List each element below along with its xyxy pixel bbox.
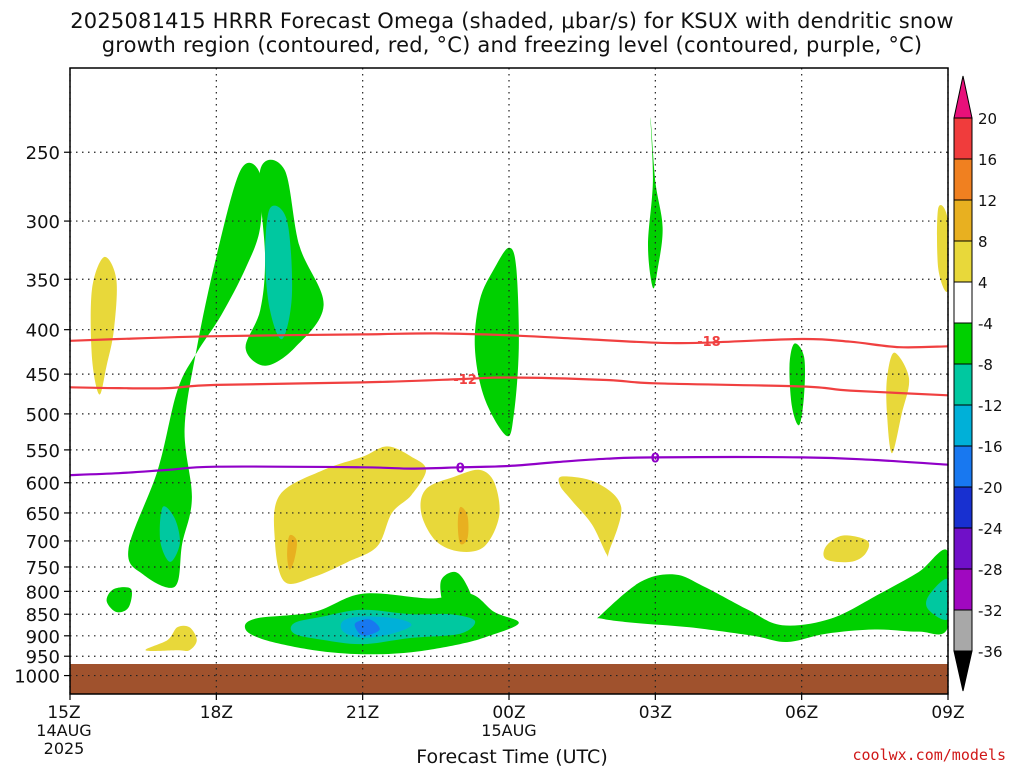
colorbar-top-arrow	[953, 75, 973, 119]
contour-label-2: 0	[456, 461, 465, 476]
colorbar-segment-5	[953, 322, 973, 365]
colorbar-segment-11	[953, 568, 973, 611]
credit-text: coolwx.com/models	[852, 746, 1006, 764]
colorbar-label-4: 4	[978, 274, 988, 292]
omega-region-14	[926, 578, 948, 620]
colorbar-segment-1	[953, 158, 973, 201]
omega-region-7	[648, 117, 663, 289]
omega-region-5	[474, 247, 519, 437]
omega-region-23	[287, 534, 297, 570]
contour-label-1: -12	[453, 373, 477, 388]
colorbar: 20 16 12 8 4 -4 -8 -12 -16 -20 -24 -28 -32 -36	[953, 75, 1003, 692]
colorbar-label-12: -32	[978, 602, 1003, 620]
colorbar-segment-8	[953, 445, 973, 488]
y-tick-label-450: 450	[26, 365, 60, 386]
y-tick-label-750: 750	[26, 558, 60, 579]
contour-line--12-1	[70, 376, 948, 397]
omega-region-13	[597, 549, 948, 643]
chart-title-line2: growth region (contoured, red, °C) and f…	[101, 33, 923, 57]
colorbar-segment-0	[953, 117, 973, 160]
colorbar-label-9: -20	[978, 479, 1003, 497]
contour-label-0: -18	[697, 335, 721, 350]
axes-layer: 2503003504004505005506006507007508008509…	[14, 67, 965, 758]
colorbar-label-0: 20	[978, 110, 997, 128]
colorbar-bottom-arrow	[953, 650, 973, 692]
omega-region-4	[106, 587, 132, 613]
colorbar-segment-4	[953, 281, 973, 324]
y-tick-label-1000: 1000	[14, 667, 60, 688]
y-tick-label-650: 650	[26, 504, 60, 525]
y-tick-label-900: 900	[26, 627, 60, 648]
x-tick-sublabel-00Z-0: 15AUG	[481, 721, 536, 740]
x-tick-label-21Z: 21Z	[346, 703, 379, 723]
colorbar-segment-6	[953, 363, 973, 406]
x-tick-sublabel-15Z-1: 2025	[44, 739, 85, 758]
x-tick-label-00Z: 00Z	[492, 703, 525, 723]
contour-layer: -18 -12 0 0	[70, 332, 948, 477]
y-tick-label-700: 700	[26, 532, 60, 553]
contour-line-0-2	[70, 455, 948, 477]
omega-region-15	[90, 256, 117, 395]
colorbar-segment-12	[953, 609, 973, 652]
x-tick-label-03Z: 03Z	[639, 703, 672, 723]
colorbar-label-2: 12	[978, 192, 997, 210]
colorbar-label-7: -12	[978, 397, 1003, 415]
x-axis-label: Forecast Time (UTC)	[416, 746, 608, 768]
y-tick-label-250: 250	[26, 143, 60, 164]
colorbar-segment-7	[953, 404, 973, 447]
x-tick-label-18Z: 18Z	[200, 703, 233, 723]
y-tick-label-850: 850	[26, 605, 60, 626]
chart-title-line1: 2025081415 HRRR Forecast Omega (shaded, …	[70, 9, 954, 33]
omega-region-19	[558, 476, 622, 558]
x-tick-label-09Z: 09Z	[931, 703, 964, 723]
y-tick-label-550: 550	[26, 441, 60, 462]
x-tick-sublabel-15Z-0: 14AUG	[36, 721, 91, 740]
colorbar-label-6: -8	[978, 356, 993, 374]
y-tick-label-500: 500	[26, 405, 60, 426]
x-tick-label-15Z: 15Z	[47, 703, 80, 723]
y-tick-label-350: 350	[26, 270, 60, 291]
colorbar-segment-2	[953, 199, 973, 242]
colorbar-segment-10	[953, 527, 973, 570]
y-tick-label-800: 800	[26, 582, 60, 603]
y-tick-label-400: 400	[26, 321, 60, 342]
x-tick-label-06Z: 06Z	[785, 703, 818, 723]
colorbar-label-13: -36	[978, 643, 1003, 661]
omega-region-2	[265, 205, 293, 340]
colorbar-label-1: 16	[978, 151, 997, 169]
colorbar-label-5: -4	[978, 315, 993, 333]
omega-shading-layer	[90, 117, 948, 655]
omega-region-0	[128, 162, 263, 588]
colorbar-label-8: -16	[978, 438, 1003, 456]
colorbar-label-3: 8	[978, 233, 988, 251]
omega-region-8	[789, 343, 806, 426]
contour-label-3: 0	[651, 451, 660, 466]
contour-line--18-0	[70, 332, 948, 349]
omega-region-12	[354, 619, 380, 636]
colorbar-segment-3	[953, 240, 973, 283]
y-tick-label-950: 950	[26, 647, 60, 668]
omega-region-20	[886, 352, 910, 454]
omega-region-17	[273, 446, 427, 585]
omega-region-16	[145, 625, 197, 651]
omega-region-3	[159, 506, 180, 562]
colorbar-label-11: -28	[978, 561, 1003, 579]
colorbar-segment-9	[953, 486, 973, 529]
omega-region-22	[823, 535, 870, 563]
grid-layer	[69, 68, 949, 694]
y-tick-label-600: 600	[26, 474, 60, 495]
y-tick-label-300: 300	[26, 212, 60, 233]
omega-region-24	[457, 506, 469, 545]
colorbar-label-10: -24	[978, 520, 1003, 538]
omega-region-21	[937, 205, 948, 292]
